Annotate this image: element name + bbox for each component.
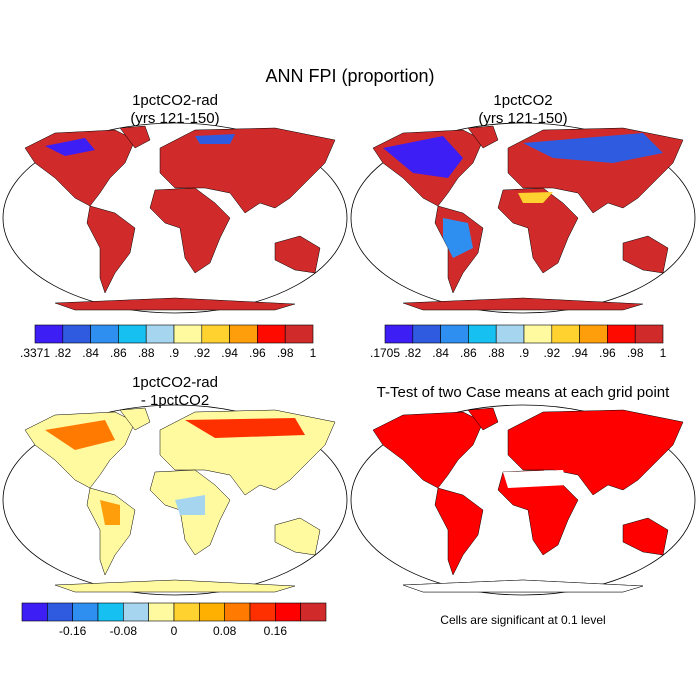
colorbar-swatch [468, 324, 497, 344]
colorbar-label: .9 [519, 346, 529, 360]
colorbar-swatch [145, 324, 175, 344]
colorbar-label: .82 [54, 346, 71, 360]
colorbar-swatch [523, 324, 553, 344]
map [350, 122, 696, 314]
figure-title: ANN FPI (proportion) [265, 66, 434, 86]
colorbar-swatch [123, 602, 149, 622]
colorbar-swatch [201, 324, 230, 344]
colorbar-label: 0.16 [264, 624, 288, 638]
colorbar-swatch [90, 324, 119, 344]
colorbar-swatch [224, 602, 251, 622]
colorbar-swatch [634, 324, 664, 344]
colorbar-label: .96 [599, 346, 616, 360]
colorbar-swatch [21, 602, 48, 622]
panel-title: - 1pctCO2 [141, 392, 209, 409]
colorbar-swatch [579, 324, 608, 344]
colorbar-label: .96 [249, 346, 266, 360]
colorbar-swatch [97, 602, 124, 622]
colorbar-swatch [495, 324, 525, 344]
colorbar-swatch [607, 324, 636, 344]
colorbar-swatch [249, 602, 276, 622]
colorbar-label: .92 [543, 346, 560, 360]
colorbar-swatch [551, 324, 580, 344]
colorbar-swatch [72, 602, 99, 622]
panel-title: 1pctCO2-rad [132, 374, 218, 391]
panel-title: 1pctCO2 [493, 92, 552, 109]
colorbar-swatch [118, 324, 147, 344]
colorbar-label: .94 [221, 346, 238, 360]
colorbar-swatch [284, 324, 314, 344]
colorbar-label: .9 [169, 346, 179, 360]
colorbar-label: .82 [404, 346, 421, 360]
colorbar-swatch [412, 324, 441, 344]
colorbar-label: .88 [138, 346, 155, 360]
colorbar-label: 0 [171, 624, 178, 638]
panel-title: (yrs 121-150) [478, 110, 567, 127]
colorbar-label: .98 [627, 346, 644, 360]
colorbar-label: .98 [277, 346, 294, 360]
colorbar-label: 1 [660, 346, 667, 360]
map [2, 122, 348, 314]
colorbar-label: .88 [488, 346, 505, 360]
colorbar-label: 0.08 [213, 624, 237, 638]
colorbar-swatch [47, 602, 73, 622]
colorbar-swatch [300, 602, 327, 622]
colorbar-label: .86 [460, 346, 477, 360]
colorbar-label: -0.08 [110, 624, 138, 638]
colorbar-swatch [275, 602, 301, 622]
colorbar-swatch [384, 324, 414, 344]
colorbar-label: .84 [432, 346, 449, 360]
colorbar-label: .84 [82, 346, 99, 360]
colorbar-label: .92 [193, 346, 210, 360]
panel-title: T-Test of two Case means at each grid po… [377, 384, 670, 401]
colorbar-label: -0.16 [59, 624, 87, 638]
panel-title: 1pctCO2-rad [132, 92, 218, 109]
colorbar-label: .94 [571, 346, 588, 360]
colorbar-swatch [229, 324, 258, 344]
colorbar-swatch [148, 602, 175, 622]
colorbar-swatch [62, 324, 91, 344]
map [350, 404, 696, 596]
colorbar-swatch [173, 324, 203, 344]
colorbar-swatch [257, 324, 286, 344]
colorbar-label: .86 [110, 346, 127, 360]
colorbar-swatch [199, 602, 225, 622]
note: Cells are significant at 0.1 level [440, 613, 605, 627]
colorbar-swatch [440, 324, 469, 344]
colorbar-label: 1 [310, 346, 317, 360]
colorbar-swatch [173, 602, 200, 622]
colorbar-label: .1705 [370, 346, 400, 360]
map [2, 404, 348, 596]
colorbar-swatch [34, 324, 64, 344]
panel-title: (yrs 121-150) [130, 110, 219, 127]
colorbar-label: .3371 [20, 346, 50, 360]
